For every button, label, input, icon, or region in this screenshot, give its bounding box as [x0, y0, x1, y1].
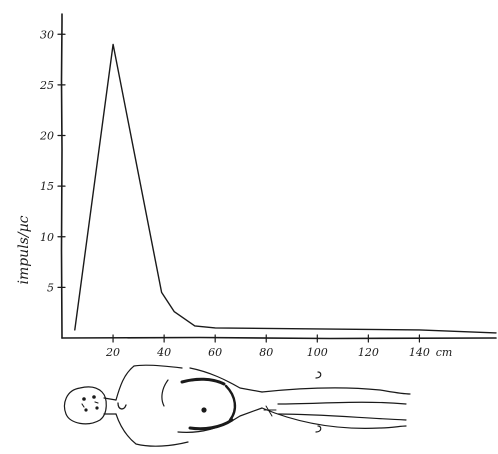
x-tick-label: 140 [409, 346, 430, 359]
y-tick-label: 25 [39, 79, 54, 92]
x-axis-unit-label: cm [436, 346, 453, 359]
x-tick-label: 60 [208, 346, 222, 359]
y-tick-label: 5 [47, 281, 54, 294]
chart-axes [60, 13, 497, 340]
human-body-outline-icon [63, 364, 411, 447]
axis-ticks [57, 33, 421, 343]
y-tick-label: 20 [39, 130, 54, 143]
y-tick-label: 30 [40, 28, 54, 41]
x-tick-label: 80 [259, 346, 273, 359]
x-axis-line [61, 336, 497, 340]
y-axis-line [60, 13, 63, 339]
x-tick-label: 100 [307, 346, 328, 359]
x-tick-label: 20 [105, 346, 120, 359]
y-tick-label: 10 [40, 231, 54, 244]
chart-series [74, 43, 497, 334]
y-tick-label: 15 [40, 180, 54, 193]
x-tick-label: 40 [156, 346, 171, 359]
y-axis-label: impuls/µc [16, 215, 32, 284]
axis-tick-labels: 20 40 60 80 100 120 140 5 10 15 20 25 30 [39, 28, 430, 359]
series-line [74, 43, 497, 334]
x-tick-label: 120 [358, 346, 379, 359]
